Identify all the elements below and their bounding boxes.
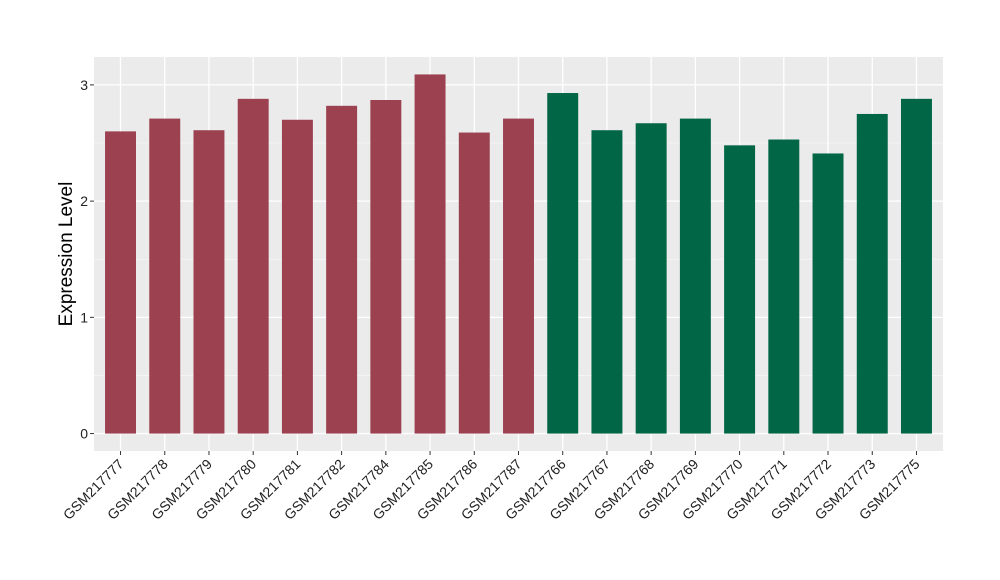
y-tick-label: 0 [80, 426, 88, 442]
bar-GSM217786 [458, 132, 490, 434]
bar-GSM217767 [591, 130, 623, 434]
bar-GSM217784 [370, 100, 402, 434]
bars [105, 74, 932, 434]
bar-GSM217773 [856, 113, 888, 434]
bar-GSM217768 [635, 123, 667, 434]
y-tick-label: 2 [80, 193, 88, 209]
bar-GSM217769 [679, 118, 711, 434]
bar-GSM217775 [900, 98, 932, 434]
y-axis: 0 1 2 3 [80, 77, 94, 442]
bar-GSM217780 [237, 98, 269, 434]
y-axis-title: Expression Level [56, 182, 77, 327]
bar-GSM217781 [281, 119, 313, 434]
bar-GSM217779 [193, 130, 225, 434]
y-tick-label: 1 [80, 309, 88, 325]
bar-GSM217770 [724, 145, 756, 434]
y-tick-label: 3 [80, 77, 88, 93]
bar-GSM217782 [326, 105, 358, 434]
bar-GSM217772 [812, 153, 844, 434]
bar-GSM217778 [149, 118, 181, 434]
bar-GSM217771 [768, 139, 800, 434]
bar-GSM217787 [503, 118, 534, 434]
bar-GSM217766 [547, 93, 579, 434]
bar-GSM217777 [105, 131, 137, 434]
bar-GSM217785 [414, 74, 446, 434]
x-axis: GSM217777GSM217778GSM217779GSM217780GSM2… [60, 451, 923, 523]
